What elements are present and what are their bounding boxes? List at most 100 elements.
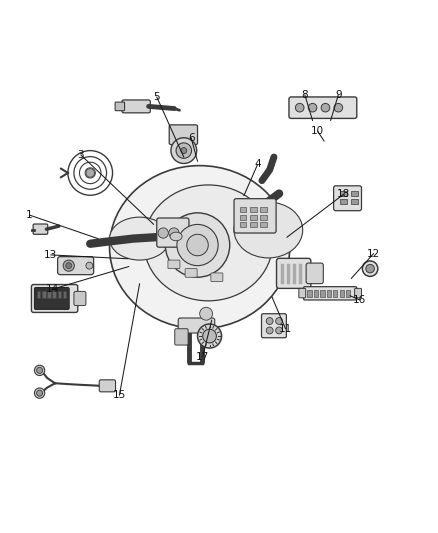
Text: 11: 11 <box>279 324 292 334</box>
Bar <box>314 290 318 296</box>
Bar <box>63 290 66 298</box>
FancyBboxPatch shape <box>32 285 78 312</box>
Bar <box>240 222 247 228</box>
Bar <box>339 290 344 296</box>
Text: 12: 12 <box>367 248 380 259</box>
Bar <box>307 290 312 296</box>
FancyBboxPatch shape <box>185 269 197 277</box>
Circle shape <box>203 329 216 343</box>
Text: 8: 8 <box>301 90 308 100</box>
Bar <box>250 215 257 220</box>
Circle shape <box>321 103 330 112</box>
Bar <box>351 190 358 196</box>
Bar <box>37 290 40 298</box>
FancyBboxPatch shape <box>58 256 94 274</box>
Bar <box>42 290 46 298</box>
Circle shape <box>334 103 343 112</box>
Bar <box>320 290 325 296</box>
FancyBboxPatch shape <box>157 218 189 247</box>
Text: 10: 10 <box>311 126 324 136</box>
Ellipse shape <box>110 217 170 260</box>
Text: 16: 16 <box>353 295 367 305</box>
FancyBboxPatch shape <box>306 263 323 284</box>
Bar <box>250 207 257 212</box>
FancyBboxPatch shape <box>169 125 198 144</box>
FancyBboxPatch shape <box>175 329 188 345</box>
Text: 17: 17 <box>196 352 209 361</box>
Circle shape <box>63 260 74 271</box>
Circle shape <box>66 263 72 269</box>
FancyBboxPatch shape <box>74 292 86 305</box>
FancyBboxPatch shape <box>115 102 124 111</box>
Circle shape <box>276 318 283 325</box>
FancyBboxPatch shape <box>261 314 286 338</box>
Circle shape <box>158 228 168 238</box>
FancyBboxPatch shape <box>289 97 357 118</box>
Circle shape <box>35 365 45 376</box>
Text: 1: 1 <box>26 210 32 220</box>
Bar <box>58 290 61 298</box>
Circle shape <box>187 235 208 256</box>
Circle shape <box>37 390 42 396</box>
Text: 5: 5 <box>153 92 160 102</box>
Text: 15: 15 <box>113 390 126 400</box>
FancyBboxPatch shape <box>178 318 215 333</box>
Circle shape <box>86 168 95 177</box>
Bar <box>250 222 257 228</box>
Text: 14: 14 <box>46 284 59 294</box>
Circle shape <box>181 148 187 154</box>
Circle shape <box>308 103 317 112</box>
Bar <box>47 290 51 298</box>
Circle shape <box>266 327 273 334</box>
FancyBboxPatch shape <box>122 100 150 113</box>
Text: 6: 6 <box>188 133 194 143</box>
Bar <box>260 222 267 228</box>
FancyBboxPatch shape <box>99 380 116 392</box>
Text: 18: 18 <box>337 189 350 199</box>
Bar <box>346 290 350 296</box>
Bar <box>260 207 267 212</box>
Circle shape <box>37 367 42 374</box>
Bar <box>340 199 347 204</box>
FancyBboxPatch shape <box>355 288 361 298</box>
Circle shape <box>266 318 273 325</box>
Circle shape <box>166 213 230 277</box>
Circle shape <box>35 388 45 398</box>
FancyBboxPatch shape <box>334 186 361 211</box>
Bar <box>260 215 267 220</box>
Bar <box>53 290 56 298</box>
Circle shape <box>177 224 218 265</box>
Ellipse shape <box>110 166 290 329</box>
Circle shape <box>362 261 378 277</box>
Ellipse shape <box>144 185 272 301</box>
FancyBboxPatch shape <box>276 259 311 288</box>
Bar <box>240 207 247 212</box>
Circle shape <box>366 264 374 273</box>
Ellipse shape <box>234 202 303 258</box>
Bar <box>351 199 358 204</box>
Circle shape <box>176 143 191 158</box>
Ellipse shape <box>170 232 182 241</box>
FancyBboxPatch shape <box>33 224 48 235</box>
Text: 9: 9 <box>335 90 342 100</box>
Text: 4: 4 <box>254 159 261 169</box>
FancyBboxPatch shape <box>304 287 357 300</box>
Circle shape <box>295 103 304 112</box>
Text: 13: 13 <box>44 250 57 260</box>
FancyBboxPatch shape <box>211 273 223 281</box>
FancyBboxPatch shape <box>168 260 180 269</box>
Bar <box>333 290 337 296</box>
FancyBboxPatch shape <box>299 288 306 298</box>
Circle shape <box>276 327 283 334</box>
Bar <box>327 290 331 296</box>
Circle shape <box>198 324 222 348</box>
Circle shape <box>171 138 197 164</box>
Text: 3: 3 <box>78 150 84 160</box>
Circle shape <box>86 262 93 269</box>
Circle shape <box>169 228 179 238</box>
Circle shape <box>200 308 212 320</box>
Bar <box>240 215 247 220</box>
Bar <box>340 190 347 196</box>
FancyBboxPatch shape <box>35 287 69 310</box>
FancyBboxPatch shape <box>234 199 276 233</box>
